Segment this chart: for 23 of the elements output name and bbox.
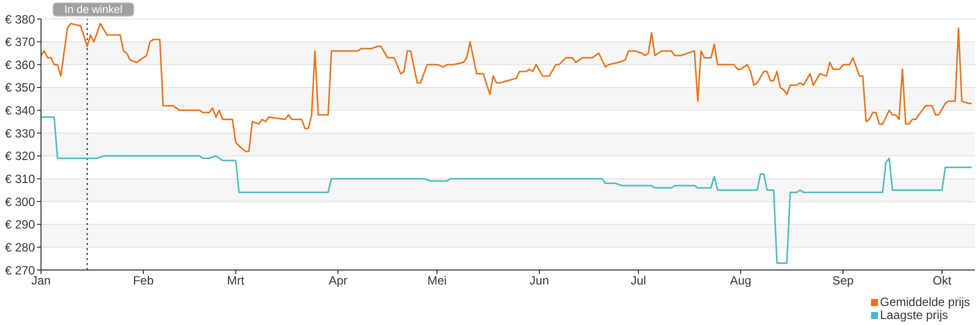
y-tick-label: € 360: [4, 58, 36, 72]
x-tick-label: Apr: [328, 274, 348, 288]
x-tick-label: Jul: [630, 274, 646, 288]
legend-label: Laagste prijs: [880, 308, 948, 322]
ref-line-label: In de winkel: [64, 4, 122, 16]
x-tick-label: Sep: [832, 274, 854, 288]
y-tick-label: € 350: [4, 80, 36, 95]
y-tick-label: € 330: [4, 126, 36, 140]
x-tick-label: Okt: [932, 274, 952, 288]
x-tick-label: Mrt: [227, 274, 246, 288]
x-tick-label: Feb: [132, 274, 154, 288]
legend-label: Gemiddelde prijs: [880, 295, 970, 309]
y-tick-label: € 300: [4, 194, 36, 209]
y-tick-label: € 280: [4, 240, 36, 254]
y-tick-label: € 310: [4, 172, 36, 186]
x-tick-label: Aug: [730, 274, 752, 288]
x-tick-label: Jun: [530, 274, 550, 288]
y-tick-label: € 320: [4, 149, 36, 164]
x-tick-label: Mei: [427, 274, 447, 288]
y-tick-label: € 370: [4, 35, 36, 50]
y-tick-label: € 380: [4, 12, 36, 26]
y-tick-label: € 290: [4, 218, 36, 232]
y-tick-label: € 340: [4, 104, 36, 118]
